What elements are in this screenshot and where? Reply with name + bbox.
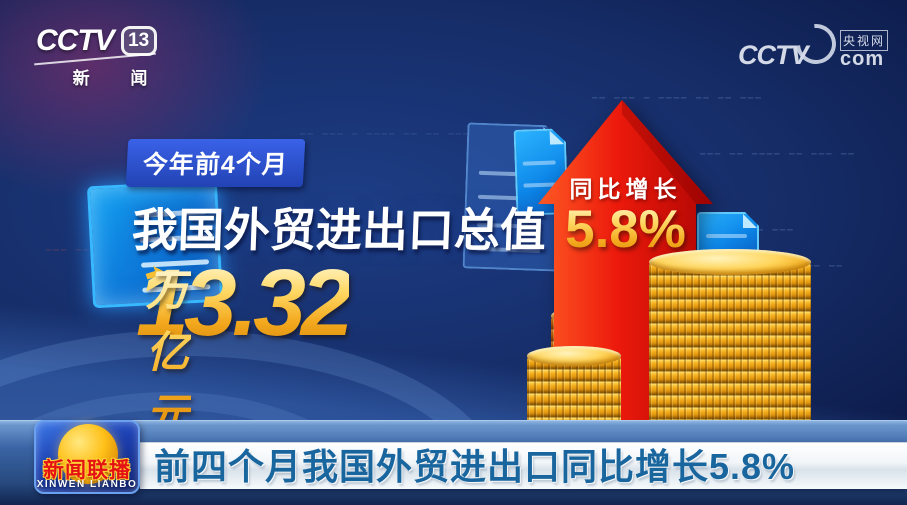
coin-stack-tall-icon — [649, 249, 811, 449]
bg-data-text: ─── ── ──── ── ─── ── — [700, 150, 856, 160]
coin-top — [527, 346, 621, 366]
site-domain: com — [840, 48, 885, 70]
bg-data-text: ── ─── ─ ──── ── ── ─── — [300, 130, 471, 140]
amount-value: 13.32 — [136, 250, 354, 356]
program-name-cn: 新闻联播 — [43, 459, 131, 482]
channel-logo: CCTV 13 新 闻 — [34, 24, 186, 88]
globe-icon — [58, 424, 118, 484]
headline-banner: 前四个月我国外贸进出口同比增长5.8% — [140, 442, 907, 489]
coin-stack-small-icon — [527, 346, 621, 448]
coin-stack-body — [649, 262, 811, 449]
cctv-wordmark: CCTV — [738, 40, 808, 70]
program-logo: 新闻联播 XINWEN LIANBO — [34, 420, 140, 494]
channel-number-badge: 13 — [120, 26, 157, 56]
headline-text: 前四个月我国外贸进出口同比增长5.8% — [154, 446, 796, 487]
growth-value: 5.8% — [538, 199, 713, 260]
cctv-com-watermark: CCTV 央视网 com — [738, 15, 889, 80]
growth-label: 同比增长 — [569, 176, 682, 202]
amount-unit: 万亿元 — [146, 256, 191, 442]
bg-data-text: ── ─── ─ ──── ── ── ─── — [592, 94, 763, 104]
channel-name: 新 闻 — [72, 69, 166, 88]
channel-logo-row: CCTV 13 — [36, 24, 157, 58]
doc-line — [706, 234, 747, 238]
document-icon-small — [697, 212, 759, 254]
period-badge: 今年前4个月 — [125, 139, 306, 187]
site-name: 央视网 — [840, 30, 889, 51]
coin-top — [649, 249, 811, 275]
cctv-wordmark: CCTV — [36, 24, 115, 57]
program-name-en: XINWEN LIANBO — [36, 479, 138, 490]
